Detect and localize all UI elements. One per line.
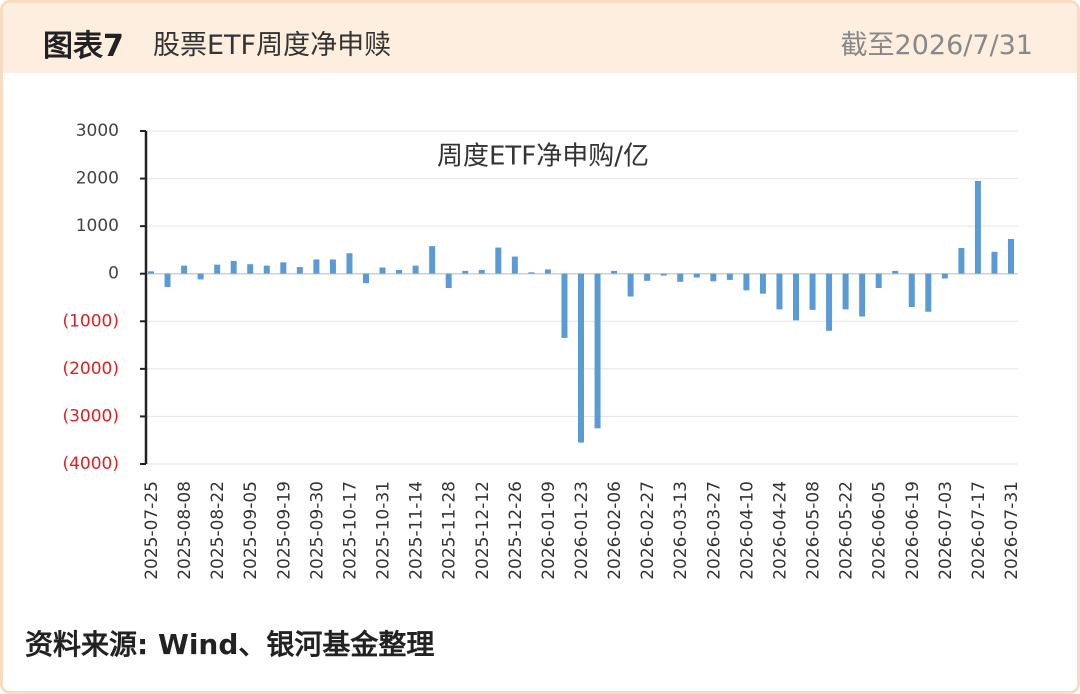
x-tick-label: 2026-04-10 bbox=[737, 481, 757, 580]
bar bbox=[1008, 238, 1014, 274]
bar bbox=[346, 253, 353, 274]
bar bbox=[925, 273, 932, 312]
bar bbox=[148, 271, 154, 274]
header: 图表7 股票ETF周度净申赎 截至2026/7/31 bbox=[3, 3, 1077, 73]
bar bbox=[230, 260, 237, 274]
y-tick-label: (2000) bbox=[62, 359, 119, 379]
bar bbox=[329, 259, 336, 274]
bar bbox=[776, 273, 783, 310]
bar bbox=[214, 264, 221, 274]
y-tick-label: 0 bbox=[108, 264, 119, 284]
bar bbox=[627, 273, 634, 297]
bar bbox=[677, 273, 684, 282]
x-tick-label: 2025-09-30 bbox=[307, 481, 327, 580]
x-tick-label: 2026-05-22 bbox=[837, 481, 857, 580]
y-tick-label: (1000) bbox=[62, 311, 119, 331]
bar bbox=[726, 273, 733, 280]
bar bbox=[495, 247, 502, 274]
bar bbox=[809, 273, 816, 310]
x-tick-label: 2025-12-12 bbox=[473, 481, 493, 580]
bar bbox=[693, 273, 700, 278]
bar bbox=[296, 267, 303, 274]
bar bbox=[363, 273, 369, 284]
x-tick-label: 2026-03-13 bbox=[671, 481, 691, 580]
bar bbox=[660, 273, 667, 276]
bar bbox=[313, 259, 320, 274]
bar bbox=[164, 273, 171, 288]
x-tick-label: 2025-10-17 bbox=[340, 481, 360, 580]
bar bbox=[793, 273, 799, 321]
x-tick-label: 2026-01-23 bbox=[572, 481, 592, 580]
y-tick-label: 3000 bbox=[76, 121, 119, 141]
bar bbox=[263, 265, 270, 274]
bar bbox=[528, 272, 535, 274]
x-tick-label: 2025-09-19 bbox=[274, 481, 294, 580]
date: 截至2026/7/31 bbox=[840, 30, 1033, 61]
x-tick-label: 2026-07-03 bbox=[936, 481, 956, 580]
x-tick-label: 2026-03-27 bbox=[704, 481, 724, 580]
bar bbox=[710, 273, 717, 282]
bar bbox=[247, 264, 254, 274]
bar bbox=[743, 273, 750, 291]
chart: 周度ETF净申购/亿 (4000) (3000) (2000) (1000) 0 1000… bbox=[62, 121, 1022, 580]
bar bbox=[892, 270, 899, 274]
x-tick-label: 2026-02-06 bbox=[605, 481, 625, 580]
bar bbox=[561, 273, 568, 338]
bar bbox=[445, 273, 452, 288]
bar bbox=[826, 273, 833, 331]
chart-title: 周度ETF净申购/亿 bbox=[437, 142, 649, 172]
bar bbox=[197, 273, 204, 280]
bar bbox=[429, 246, 436, 274]
x-tick-label: 2025-11-14 bbox=[407, 481, 427, 580]
bar bbox=[181, 265, 188, 274]
bar bbox=[578, 273, 584, 443]
bar bbox=[644, 273, 651, 281]
bar bbox=[511, 256, 518, 274]
bar bbox=[478, 269, 485, 274]
x-tick-label: 2026-07-31 bbox=[1002, 481, 1022, 580]
x-tick-label: 2025-10-31 bbox=[374, 481, 394, 580]
x-tick-label: 2025-09-05 bbox=[241, 481, 261, 580]
x-tick-label: 2026-06-05 bbox=[870, 481, 890, 580]
bar bbox=[462, 270, 469, 274]
bar bbox=[958, 248, 965, 274]
x-tick-label: 2025-11-28 bbox=[440, 481, 460, 580]
source: 资料来源: Wind、银河基金整理 bbox=[25, 628, 435, 661]
header-title: 股票ETF周度净申赎 bbox=[153, 30, 392, 61]
x-tick-label: 2026-07-17 bbox=[969, 481, 989, 580]
bar bbox=[991, 251, 998, 274]
bar bbox=[759, 273, 766, 294]
x-tick-label: 2026-01-09 bbox=[539, 481, 559, 580]
y-tick-label: 1000 bbox=[76, 216, 119, 236]
bar bbox=[594, 273, 601, 429]
x-tick-label: 2025-12-26 bbox=[506, 481, 526, 580]
bar bbox=[396, 269, 403, 274]
bar bbox=[859, 273, 866, 317]
bar bbox=[908, 273, 915, 308]
x-tick-label: 2025-08-22 bbox=[208, 481, 228, 580]
bar bbox=[544, 269, 551, 274]
y-tick-label: 2000 bbox=[76, 169, 119, 189]
bar bbox=[412, 265, 419, 274]
bar bbox=[379, 267, 386, 274]
bar bbox=[875, 273, 882, 288]
bar bbox=[842, 273, 849, 310]
bar bbox=[941, 273, 948, 279]
y-tick-label: (4000) bbox=[62, 454, 119, 474]
x-tick-label: 2026-02-27 bbox=[638, 481, 658, 580]
x-tick-label: 2026-06-19 bbox=[903, 481, 923, 580]
bar bbox=[611, 270, 618, 274]
y-tick-label: (3000) bbox=[62, 406, 119, 426]
figure-label: 图表7 bbox=[43, 29, 124, 64]
x-tick-label: 2026-05-08 bbox=[804, 481, 824, 580]
x-tick-label: 2025-08-08 bbox=[175, 481, 195, 580]
x-tick-label: 2025-07-25 bbox=[142, 481, 162, 580]
bar bbox=[280, 262, 287, 274]
bar bbox=[974, 180, 981, 274]
x-tick-label: 2026-04-24 bbox=[770, 481, 790, 580]
